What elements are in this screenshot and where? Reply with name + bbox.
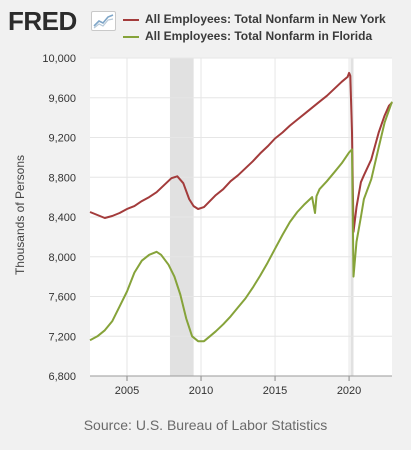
line-chart-icon	[91, 11, 116, 31]
y-tick-label-8: 10,000	[42, 53, 76, 65]
x-tick-label-2: 2015	[263, 385, 287, 397]
y-tick-label-4: 8,400	[48, 212, 76, 224]
fred-logo[interactable]: FRED	[8, 6, 77, 36]
series-line-florida	[89, 101, 393, 343]
x-tick-label-1: 2010	[189, 385, 213, 397]
x-tick-label-3: 2020	[337, 385, 361, 397]
y-tick-label-1: 7,200	[48, 331, 76, 343]
legend-item-florida[interactable]: All Employees: Total Nonfarm in Florida	[123, 28, 386, 45]
y-tick-label-2: 7,600	[48, 292, 76, 304]
source-note[interactable]: Source: U.S. Bureau of Labor Statistics	[83, 417, 328, 433]
y-tick-label-0: 6,800	[48, 371, 76, 383]
legend-label-new-york: All Employees: Total Nonfarm in New York	[145, 12, 386, 26]
legend-swatch-new-york	[123, 19, 139, 21]
chart-legend: All Employees: Total Nonfarm in New York…	[123, 11, 386, 45]
chart[interactable]: 6,800 7,200 7,600 8,000 8,400 8,800 9,200 9,600…	[0, 0, 411, 410]
legend-label-florida: All Employees: Total Nonfarm in Florida	[145, 29, 373, 43]
header: FRED All Employees: Total Nonfarm in New…	[0, 0, 411, 48]
y-tick-label-5: 8,800	[48, 172, 76, 184]
x-tick-label-0: 2005	[115, 385, 139, 397]
y-tick-label-3: 8,000	[48, 252, 76, 264]
y-tick-label-7: 9,600	[48, 93, 76, 105]
legend-item-new-york[interactable]: All Employees: Total Nonfarm in New York	[123, 11, 386, 28]
legend-swatch-florida	[123, 36, 139, 38]
y-tick-label-6: 9,200	[48, 133, 76, 145]
